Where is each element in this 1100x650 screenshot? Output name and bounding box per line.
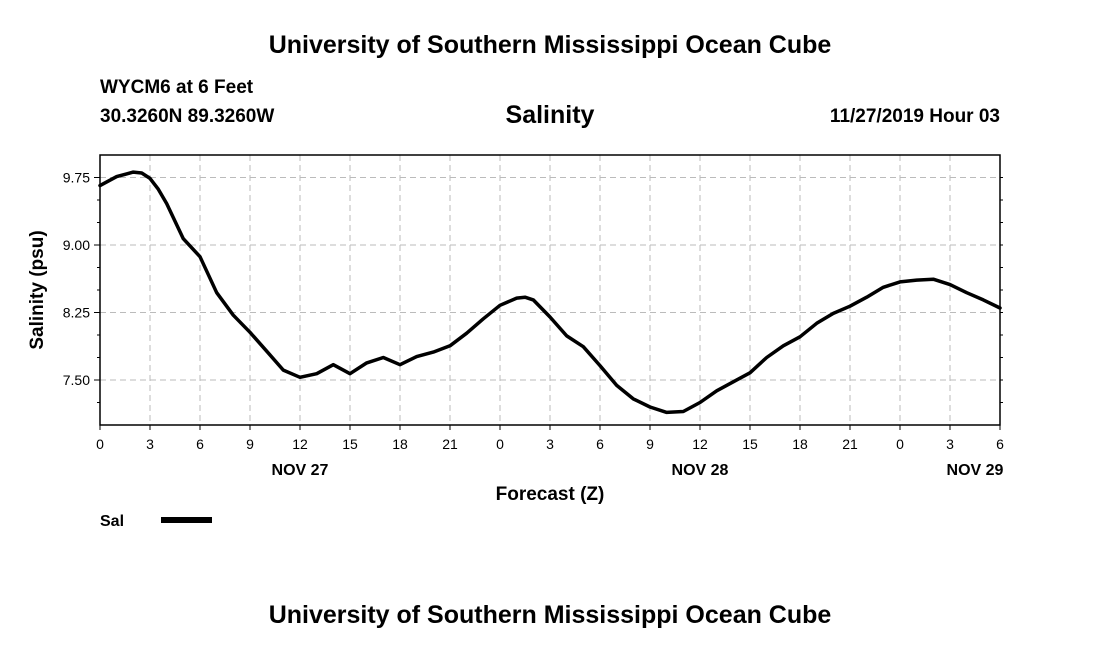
x-tick-label: 0 (896, 436, 904, 452)
x-tick-label: 3 (946, 436, 954, 452)
x-tick-label: 0 (496, 436, 504, 452)
y-tick-label: 7.50 (63, 372, 90, 388)
timestamp-label: 11/27/2019 Hour 03 (829, 106, 1000, 127)
x-tick-label: 3 (146, 436, 154, 452)
x-tick-label: 3 (546, 436, 554, 452)
legend-label-sal: Sal (100, 513, 124, 530)
footer-title: University of Southern Mississippi Ocean… (268, 601, 832, 629)
x-tick-label: 18 (392, 436, 408, 452)
x-tick-label: 9 (246, 436, 254, 452)
day-label: NOV 28 (672, 462, 729, 479)
tick-layer: 0 3 6 9 12 15 18 21 0 3 6 9 12 15 18 21 0 3 6 NOV 27 NOV 28 N… (63, 170, 1004, 480)
day-label: NOV 27 (272, 462, 329, 479)
grid-layer (100, 155, 1000, 425)
salinity-chart: 0 3 6 9 12 15 18 21 0 3 6 9 12 15 18 21 0 3 6 NOV 27 NOV 28 N… (27, 154, 1004, 530)
x-tick-label: 9 (646, 436, 654, 452)
x-tick-label: 18 (792, 436, 808, 452)
x-tick-label: 6 (596, 436, 604, 452)
x-tick-label: 6 (196, 436, 204, 452)
series-line-sal (98, 170, 1002, 415)
station-label: WYCM6 at 6 Feet (100, 77, 254, 98)
day-label: NOV 29 (947, 462, 1004, 479)
legend-swatch-sal (161, 517, 212, 523)
x-tick-label: 21 (842, 436, 858, 452)
y-tick-label: 9.00 (63, 237, 90, 253)
x-axis-label: Forecast (Z) (496, 484, 605, 505)
x-tick-label: 12 (692, 436, 708, 452)
x-tick-label: 6 (996, 436, 1004, 452)
x-tick-label: 21 (442, 436, 458, 452)
x-tick-label: 12 (292, 436, 308, 452)
y-axis-label: Salinity (psu) (27, 230, 48, 349)
x-tick-label: 0 (96, 436, 104, 452)
x-tick-label: 15 (742, 436, 758, 452)
plot-title: Salinity (505, 101, 595, 129)
x-tick-label: 15 (342, 436, 358, 452)
page-title: University of Southern Mississippi Ocean… (268, 31, 832, 59)
y-tick-label: 9.75 (63, 170, 90, 186)
y-tick-label: 8.25 (63, 305, 90, 321)
coordinates-label: 30.3260N 89.3260W (100, 106, 275, 127)
